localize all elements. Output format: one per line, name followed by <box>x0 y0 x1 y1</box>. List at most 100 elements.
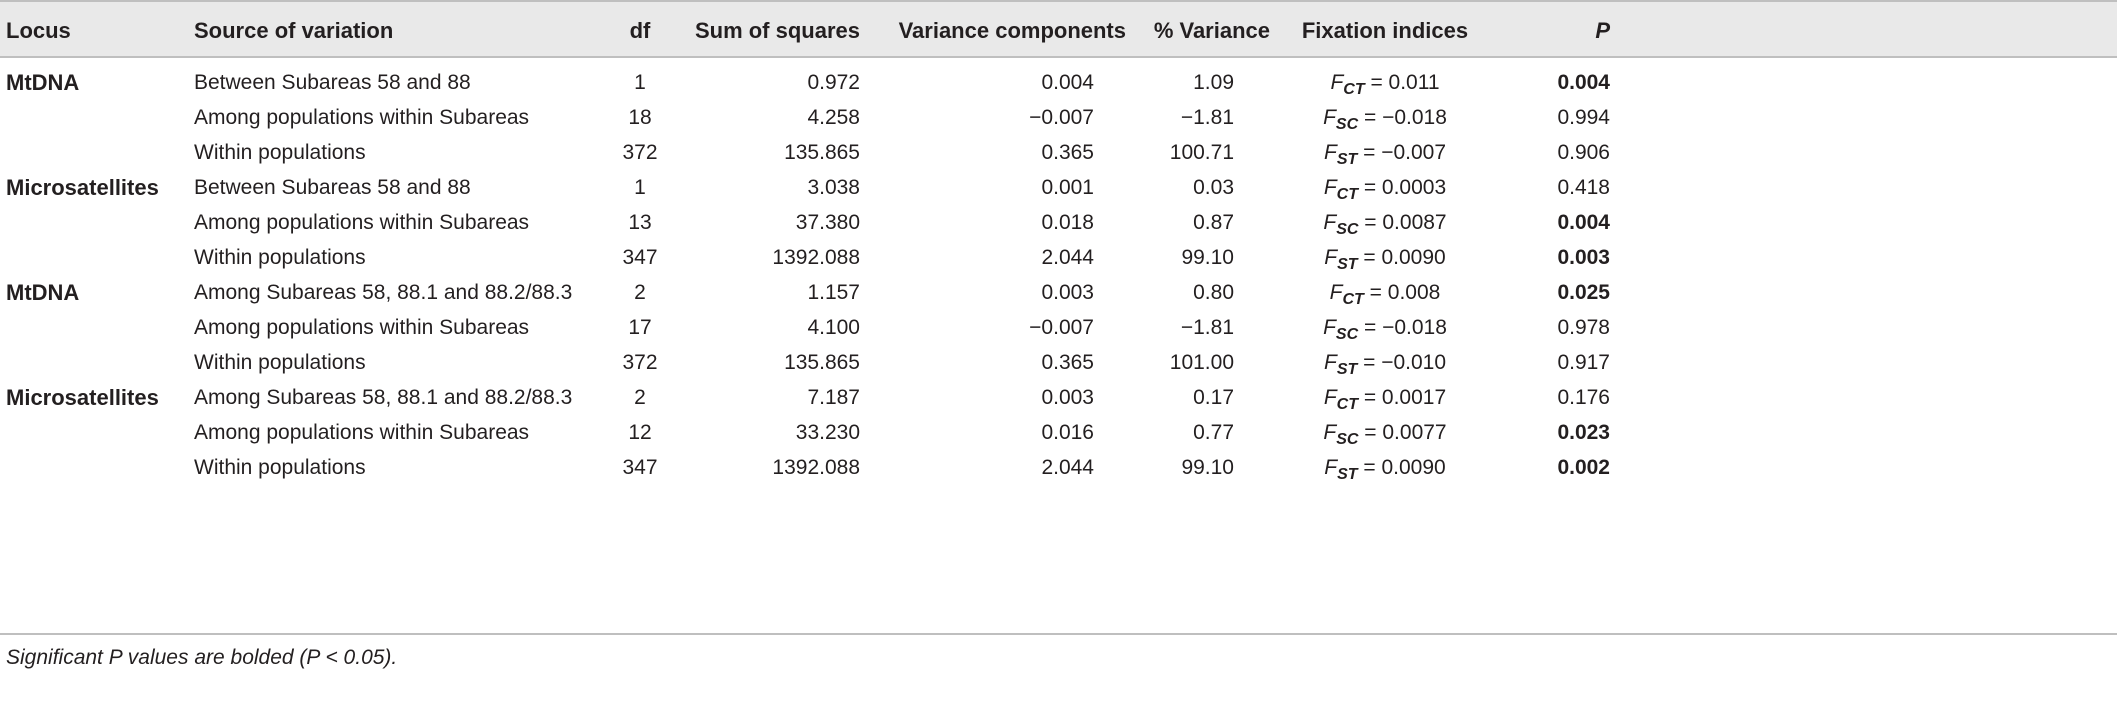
variance-components-cell: 0.001 <box>1041 176 1094 199</box>
fixation-value: = 0.0087 <box>1358 211 1447 234</box>
pct-variance-cell: 99.10 <box>1181 246 1234 269</box>
fixation-value: = −0.018 <box>1358 316 1447 339</box>
fixation-index-cell: FSC = −0.018 <box>1262 310 1508 345</box>
variance-components-cell: 0.003 <box>1041 281 1094 304</box>
variance-components-cell: 0.365 <box>1041 351 1094 374</box>
fixation-symbol: F <box>1329 281 1343 304</box>
fixation-subscript: CT <box>1342 291 1364 308</box>
p-value-cell: 0.418 <box>1557 176 1610 199</box>
fixation-symbol: F <box>1324 456 1338 479</box>
fixation-subscript: SC <box>1335 116 1359 133</box>
fixation-value: = −0.010 <box>1357 351 1447 374</box>
pct-variance-cell: 101.00 <box>1169 351 1234 374</box>
df-cell: 1 <box>634 176 646 199</box>
table-footnote: Significant P values are bolded (P < 0.0… <box>6 646 398 669</box>
table-row: Among populations within Subareas 12 33.23… <box>0 415 2117 450</box>
header-source: Source of variation <box>194 18 394 43</box>
sum-of-squares-cell: 135.865 <box>784 351 860 374</box>
fixation-symbol: F <box>1323 106 1336 129</box>
df-cell: 17 <box>628 316 652 339</box>
fixation-index-cell: FSC = 0.0087 <box>1262 205 1508 240</box>
table-row: Among populations within Subareas 17 4.100… <box>0 310 2117 345</box>
sum-of-squares-cell: 37.380 <box>795 211 860 234</box>
sum-of-squares-cell: 4.258 <box>807 106 860 129</box>
header-sum-of-squares: Sum of squares <box>694 18 860 43</box>
source-cell: Within populations <box>194 351 366 374</box>
df-cell: 13 <box>628 211 652 234</box>
sum-of-squares-cell: 4.100 <box>807 316 860 339</box>
sum-of-squares-cell: 7.187 <box>807 386 860 409</box>
fixation-index-cell: FCT = 0.008 <box>1262 275 1508 310</box>
source-cell: Within populations <box>194 141 366 164</box>
fixation-subscript: ST <box>1336 151 1358 168</box>
df-cell: 12 <box>628 421 652 444</box>
fixation-value: = 0.0090 <box>1357 456 1446 479</box>
df-cell: 347 <box>622 246 658 269</box>
p-value-cell: 0.023 <box>1557 421 1610 444</box>
fixation-index-cell: FST = 0.0090 <box>1262 240 1508 275</box>
pct-variance-cell: 0.17 <box>1193 386 1234 409</box>
p-value-cell: 0.004 <box>1557 211 1610 234</box>
variance-components-cell: 0.003 <box>1041 386 1094 409</box>
df-cell: 2 <box>634 386 646 409</box>
fixation-value: = 0.011 <box>1364 71 1440 94</box>
fixation-index-cell: FCT = 0.011 <box>1262 65 1508 100</box>
header-variance-components: Variance components <box>898 18 1126 43</box>
sum-of-squares-cell: 0.972 <box>807 71 860 94</box>
fixation-value: = 0.0077 <box>1358 421 1447 444</box>
p-value-cell: 0.978 <box>1557 316 1610 339</box>
header-df: df <box>629 18 651 43</box>
fixation-subscript: CT <box>1343 81 1365 98</box>
fixation-value: = 0.008 <box>1363 281 1441 304</box>
source-cell: Among populations within Subareas <box>194 106 530 129</box>
table-header: Locus Source of variation df Sum of squa… <box>0 0 2117 58</box>
source-cell: Within populations <box>194 246 366 269</box>
pct-variance-cell: 0.87 <box>1193 211 1234 234</box>
source-cell: Among populations within Subareas <box>194 421 530 444</box>
p-value-cell: 0.003 <box>1557 246 1610 269</box>
df-cell: 18 <box>628 106 652 129</box>
table-row: Microsatellites Among Subareas 58, 88.1 a… <box>0 380 2117 415</box>
fixation-subscript: CT <box>1336 396 1358 413</box>
variance-components-cell: 0.365 <box>1041 141 1094 164</box>
pct-variance-cell: 1.09 <box>1193 71 1234 94</box>
fixation-value: = 0.0017 <box>1357 386 1447 409</box>
source-cell: Between Subareas 58 and 88 <box>194 176 471 199</box>
table-row: MtDNA Among Subareas 58, 88.1 and 88.2/88… <box>0 275 2117 310</box>
df-cell: 2 <box>634 281 646 304</box>
header-fixation-indices: Fixation indices <box>1301 18 1469 43</box>
pct-variance-cell: 0.03 <box>1193 176 1234 199</box>
source-cell: Among Subareas 58, 88.1 and 88.2/88.3 <box>194 281 573 304</box>
fixation-symbol: F <box>1324 246 1338 269</box>
table-row: Within populations 372 135.865 0.365 101.00 F… <box>0 345 2117 380</box>
source-cell: Among Subareas 58, 88.1 and 88.2/88.3 <box>194 386 573 409</box>
df-cell: 347 <box>622 456 658 479</box>
sum-of-squares-cell: 1392.088 <box>772 246 860 269</box>
fixation-symbol: F <box>1323 141 1337 164</box>
table-row: Microsatellites Between Subareas 58 and 8… <box>0 170 2117 205</box>
table-bottom-rule <box>0 633 2117 635</box>
sum-of-squares-cell: 1392.088 <box>772 456 860 479</box>
pct-variance-cell: 0.77 <box>1193 421 1234 444</box>
fixation-index-cell: FSC = 0.0077 <box>1262 415 1508 450</box>
variance-components-cell: 0.004 <box>1041 71 1094 94</box>
fixation-index-cell: FCT = 0.0017 <box>1262 380 1508 415</box>
fixation-symbol: F <box>1323 421 1337 444</box>
locus-cell: Microsatellites <box>6 385 159 410</box>
pct-variance-cell: 99.10 <box>1181 456 1234 479</box>
source-cell: Among populations within Subareas <box>194 211 530 234</box>
fixation-index-cell: FST = −0.010 <box>1262 345 1508 380</box>
table-row: Within populations 347 1392.088 2.044 99.10 F… <box>0 450 2117 485</box>
fixation-subscript: SC <box>1336 221 1359 238</box>
fixation-symbol: F <box>1323 176 1337 199</box>
sum-of-squares-cell: 1.157 <box>807 281 860 304</box>
header-pct-variance: % Variance <box>1153 18 1270 43</box>
variance-components-cell: 2.044 <box>1041 246 1094 269</box>
source-cell: Among populations within Subareas <box>194 316 530 339</box>
variance-components-cell: 2.044 <box>1041 456 1094 479</box>
fixation-value: = 0.0003 <box>1357 176 1447 199</box>
pct-variance-cell: 0.80 <box>1193 281 1234 304</box>
table-row: MtDNA Between Subareas 58 and 88 1 0.972 0.0… <box>0 65 2117 100</box>
fixation-subscript: ST <box>1337 466 1358 483</box>
fixation-symbol: F <box>1323 316 1336 339</box>
